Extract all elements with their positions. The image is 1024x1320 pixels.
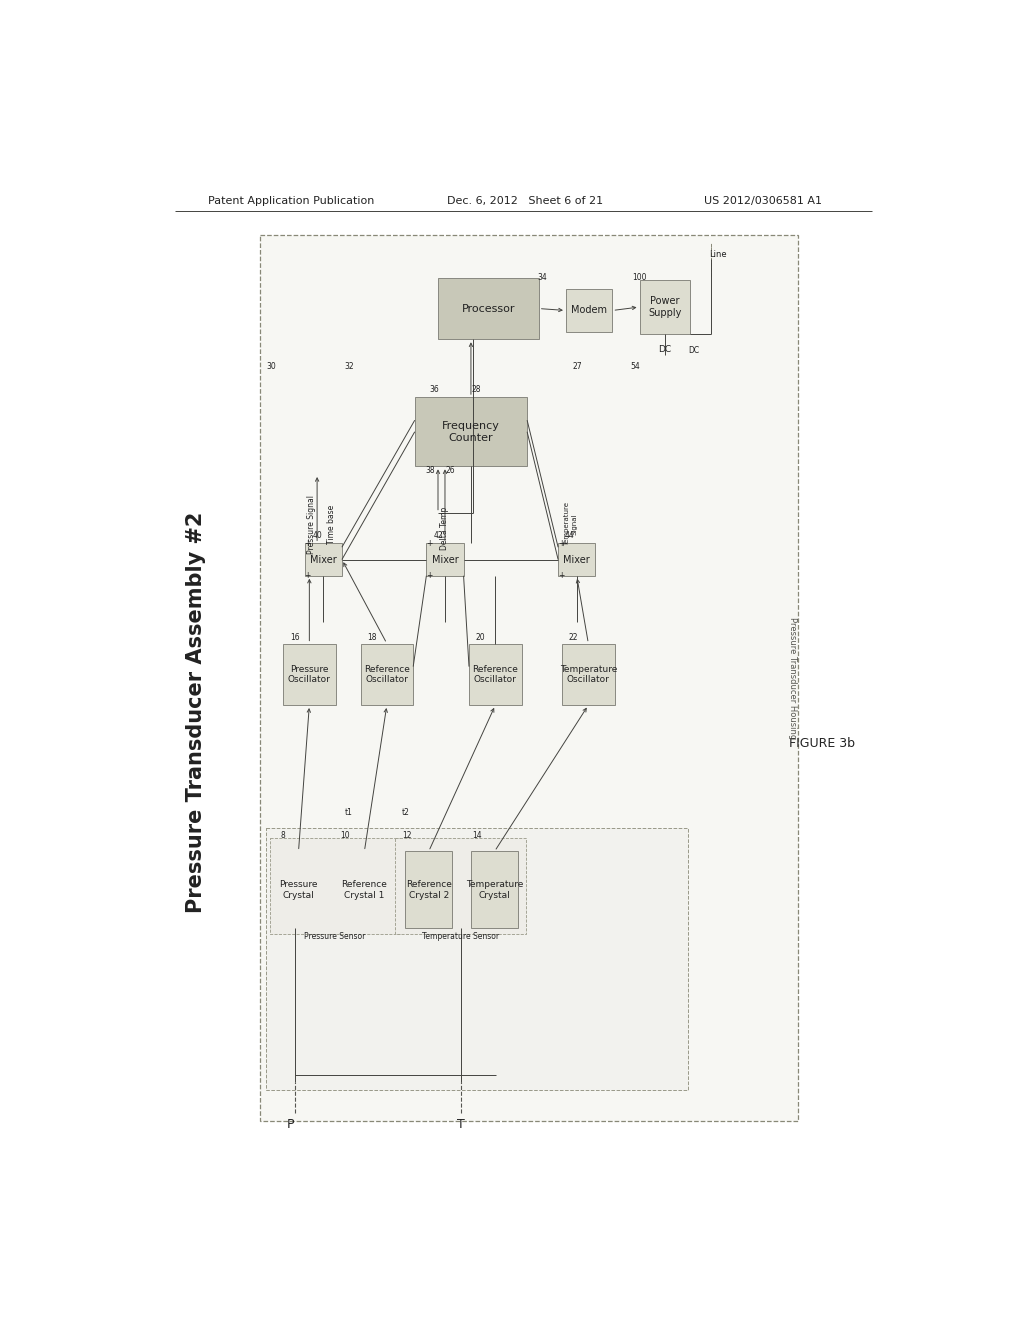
Text: Mixer: Mixer	[310, 554, 337, 565]
Text: Line: Line	[710, 251, 727, 259]
FancyBboxPatch shape	[360, 644, 414, 705]
Text: 44: 44	[565, 531, 574, 540]
FancyBboxPatch shape	[566, 289, 612, 331]
FancyBboxPatch shape	[426, 544, 464, 576]
Text: DC: DC	[658, 345, 672, 354]
Text: 38: 38	[425, 466, 435, 475]
Text: Dec. 6, 2012   Sheet 6 of 21: Dec. 6, 2012 Sheet 6 of 21	[446, 195, 603, 206]
Text: 16: 16	[290, 632, 299, 642]
Text: t2: t2	[401, 808, 410, 817]
Text: US 2012/0306581 A1: US 2012/0306581 A1	[705, 195, 822, 206]
Text: Power
Supply: Power Supply	[648, 296, 681, 318]
Text: 28: 28	[472, 385, 481, 393]
Text: P: P	[287, 1118, 295, 1131]
Text: T: T	[458, 1118, 465, 1131]
Text: 54: 54	[631, 362, 640, 371]
Text: FIGURE 3b: FIGURE 3b	[788, 737, 855, 750]
FancyBboxPatch shape	[558, 544, 595, 576]
Text: +: +	[426, 572, 433, 581]
Text: 18: 18	[368, 632, 377, 642]
Text: Patent Application Publication: Patent Application Publication	[208, 195, 374, 206]
Text: Temperature
Crystal: Temperature Crystal	[466, 880, 523, 900]
Text: 20: 20	[476, 632, 485, 642]
Text: +: +	[305, 572, 311, 581]
Text: 8: 8	[281, 832, 286, 841]
Text: Mixer: Mixer	[431, 554, 459, 565]
Text: 30: 30	[266, 362, 276, 371]
Text: 14: 14	[472, 832, 481, 841]
Text: t1: t1	[345, 808, 353, 817]
Text: Pressure Sensor: Pressure Sensor	[304, 932, 366, 941]
Text: 22: 22	[569, 632, 579, 642]
Text: Frequency
Counter: Frequency Counter	[442, 421, 500, 442]
Text: 42: 42	[433, 531, 442, 540]
Text: Mixer: Mixer	[563, 554, 590, 565]
FancyBboxPatch shape	[275, 851, 322, 928]
FancyBboxPatch shape	[562, 644, 614, 705]
FancyBboxPatch shape	[640, 280, 690, 334]
Text: Reference
Oscillator: Reference Oscillator	[472, 664, 518, 684]
FancyBboxPatch shape	[406, 851, 452, 928]
Text: DC: DC	[688, 346, 699, 355]
Text: 36: 36	[429, 385, 439, 393]
FancyBboxPatch shape	[305, 544, 342, 576]
Text: 27: 27	[572, 362, 583, 371]
Text: Processor: Processor	[462, 304, 515, 314]
Text: Delta Temp: Delta Temp	[440, 507, 450, 549]
Text: Modem: Modem	[571, 305, 607, 315]
Text: 10: 10	[340, 832, 350, 841]
FancyBboxPatch shape	[260, 235, 799, 1121]
FancyBboxPatch shape	[270, 837, 400, 933]
Text: Pressure
Crystal: Pressure Crystal	[280, 880, 317, 900]
FancyBboxPatch shape	[266, 829, 688, 1090]
Text: 100: 100	[632, 273, 647, 282]
Text: Reference
Crystal 1: Reference Crystal 1	[341, 880, 387, 900]
FancyBboxPatch shape	[415, 397, 527, 466]
Text: Pressure
Oscillator: Pressure Oscillator	[288, 664, 331, 684]
FancyBboxPatch shape	[471, 851, 518, 928]
Text: Reference
Oscillator: Reference Oscillator	[364, 664, 410, 684]
Text: Pressure Transducer Housing: Pressure Transducer Housing	[787, 616, 797, 739]
Text: Temperature
Oscillator: Temperature Oscillator	[560, 664, 617, 684]
FancyBboxPatch shape	[341, 851, 388, 928]
Text: 40: 40	[313, 531, 323, 540]
Text: Temperature Sensor: Temperature Sensor	[422, 932, 499, 941]
Text: Temperature
Signal: Temperature Signal	[564, 502, 578, 546]
Text: 26: 26	[445, 466, 456, 475]
FancyBboxPatch shape	[283, 644, 336, 705]
Text: +: +	[305, 539, 311, 548]
Text: 32: 32	[344, 362, 353, 371]
Text: +: +	[558, 572, 564, 581]
Text: 34: 34	[538, 273, 548, 282]
Text: Time base: Time base	[327, 504, 336, 544]
FancyBboxPatch shape	[395, 837, 525, 933]
Text: Pressure Transducer Assembly #2: Pressure Transducer Assembly #2	[186, 512, 206, 913]
Text: Pressure Signal: Pressure Signal	[307, 495, 316, 553]
Text: 12: 12	[402, 832, 412, 841]
Text: +: +	[558, 539, 564, 548]
Text: +: +	[426, 539, 433, 548]
Text: Reference
Crystal 2: Reference Crystal 2	[406, 880, 452, 900]
FancyBboxPatch shape	[438, 277, 539, 339]
FancyBboxPatch shape	[469, 644, 521, 705]
